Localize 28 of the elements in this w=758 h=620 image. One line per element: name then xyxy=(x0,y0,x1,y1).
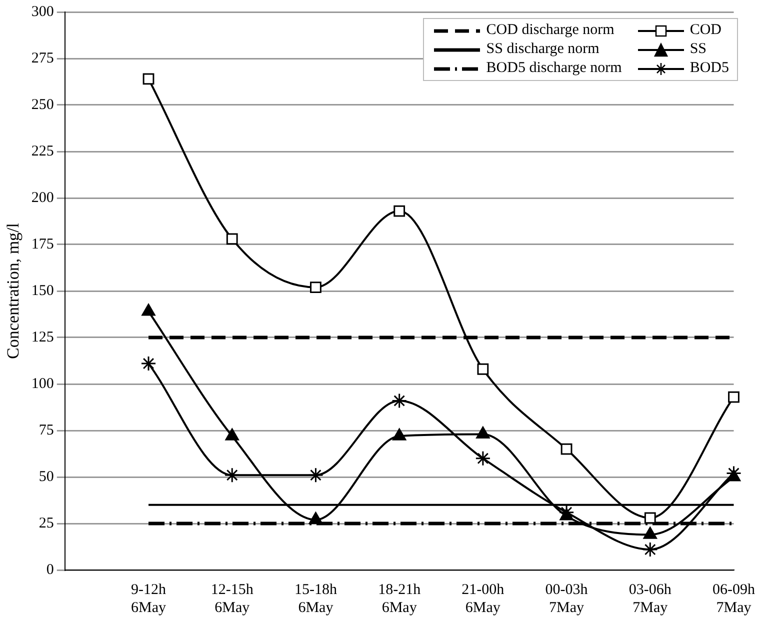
y-axis-title: Concentration, mg/l xyxy=(4,222,23,359)
y-tick-label: 300 xyxy=(31,4,54,20)
y-tick-label: 25 xyxy=(38,515,54,532)
x-tick-label: 12-15h 6May xyxy=(210,582,254,616)
y-tick-label: 225 xyxy=(31,143,54,160)
x-tick-label: 18-21h 6May xyxy=(378,582,422,616)
legend-label: COD xyxy=(690,22,722,39)
y-tick-label: 0 xyxy=(46,562,54,578)
y-tick-label: 150 xyxy=(31,282,54,299)
x-tick-label: 15-18h 6May xyxy=(294,582,338,616)
y-tick-label: 200 xyxy=(31,190,54,206)
y-tick-label: 50 xyxy=(38,468,54,485)
y-tick-label: 275 xyxy=(31,50,54,66)
legend-label: SS xyxy=(690,41,707,58)
x-tick-label: 00-03h 7May xyxy=(545,582,588,616)
y-tick-label: 250 xyxy=(31,96,54,113)
x-tick-label: 06-09h 7May xyxy=(712,582,756,616)
y-tick-label: 75 xyxy=(38,422,54,438)
legend-label: COD discharge norm xyxy=(486,22,614,39)
x-tick-label: 21-00h 6May xyxy=(462,582,505,616)
x-tick-label: 03-06h 7May xyxy=(628,582,672,616)
y-tick-label: 175 xyxy=(31,236,54,252)
x-tick-label: 9-12h 6May xyxy=(131,582,166,616)
legend-label: BOD5 xyxy=(690,60,729,77)
legend-label: SS discharge norm xyxy=(486,41,600,58)
y-tick-label: 125 xyxy=(31,329,54,346)
legend-label: BOD5 discharge norm xyxy=(486,60,622,77)
y-tick-label: 100 xyxy=(31,376,54,392)
